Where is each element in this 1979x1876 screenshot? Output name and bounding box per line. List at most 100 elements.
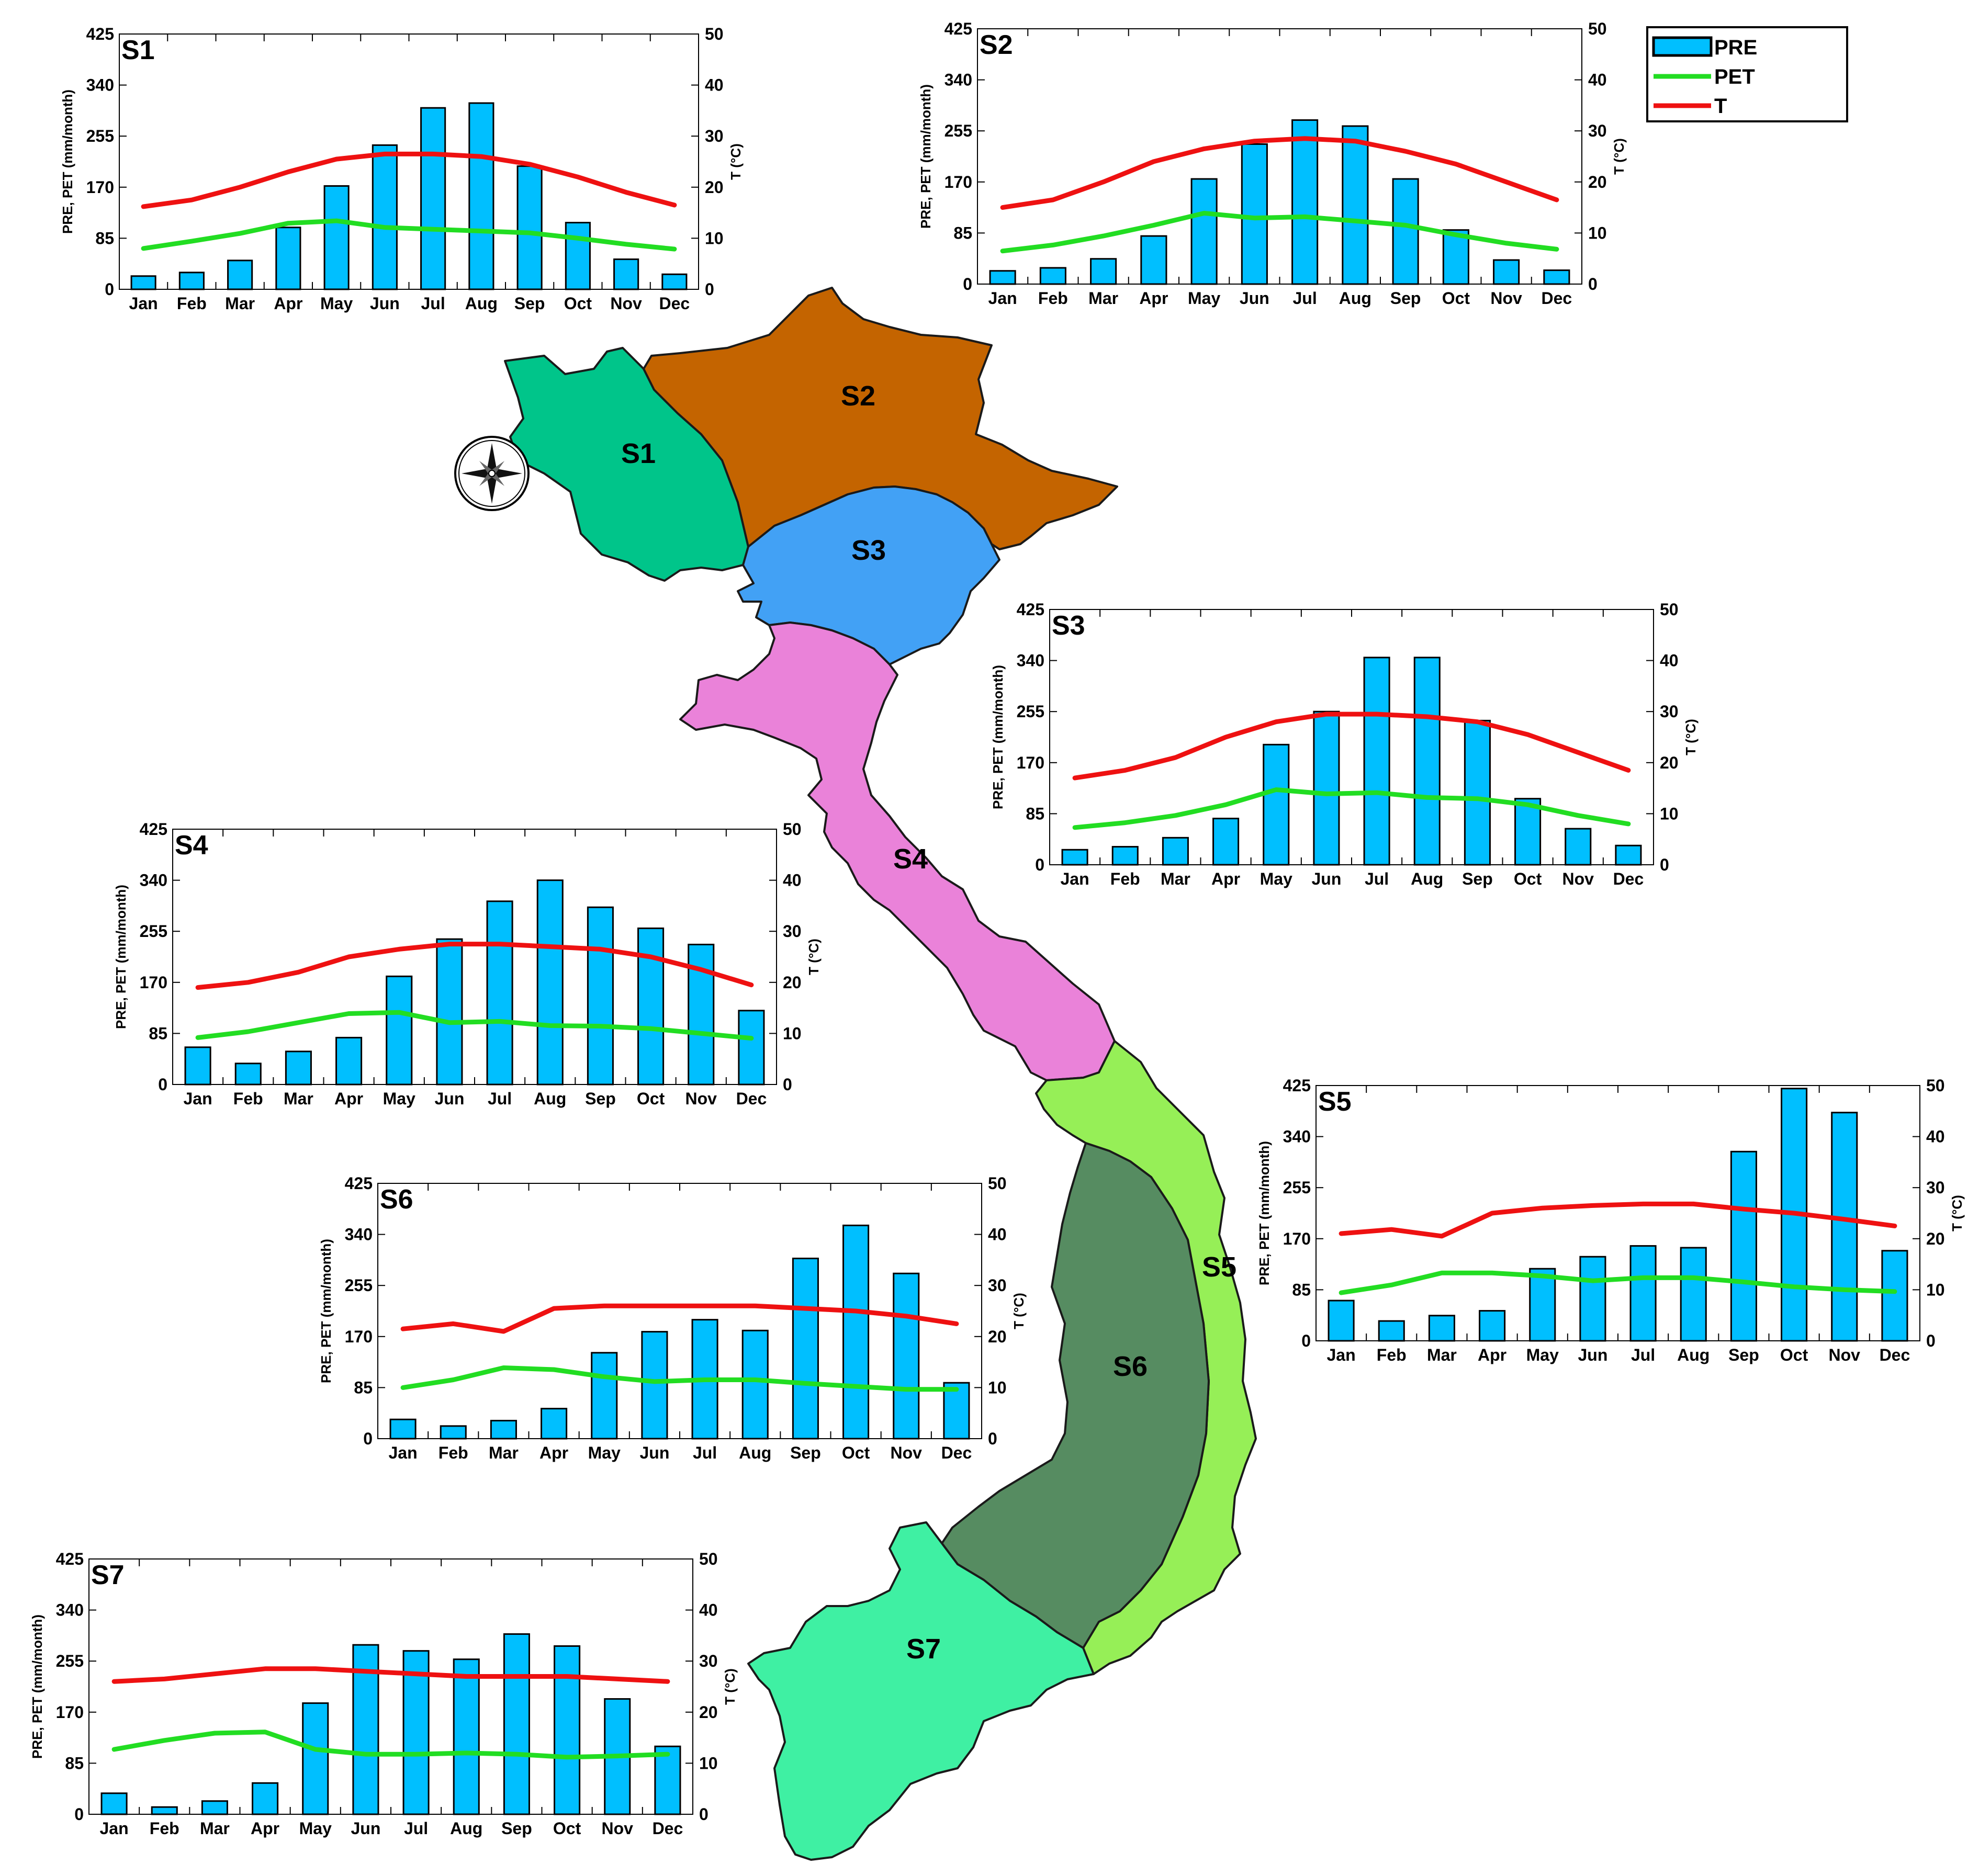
pre-bar	[1680, 1247, 1707, 1342]
month-label: Sep	[1462, 869, 1493, 888]
month-label: Mar	[489, 1443, 519, 1462]
pre-bar	[151, 1806, 178, 1815]
right-tick-label: 0	[1660, 855, 1669, 874]
month-label: Dec	[1542, 289, 1572, 308]
left-axis-title: PRE, PET (mm/month)	[29, 1614, 45, 1759]
pre-bar	[1342, 125, 1369, 285]
pre-bar	[1529, 1268, 1556, 1342]
month-label: May	[383, 1089, 415, 1108]
month-label: Apr	[1139, 289, 1168, 308]
pre-bar	[1328, 1299, 1355, 1342]
legend-swatch-pre	[1652, 36, 1713, 57]
month-label: Dec	[659, 294, 690, 313]
left-tick-label: 340	[140, 871, 167, 890]
left-tick-label: 170	[140, 973, 167, 992]
left-tick-label: 0	[105, 280, 114, 299]
left-tick-label: 85	[953, 223, 972, 242]
pre-bar	[1831, 1112, 1858, 1342]
month-label: Mar	[1088, 289, 1118, 308]
left-tick-label: 425	[56, 1550, 84, 1568]
pre-bar	[486, 900, 513, 1086]
region-label-s6: S6	[1113, 1351, 1148, 1382]
t-line	[1072, 711, 1631, 781]
left-tick-label: 255	[345, 1276, 373, 1295]
month-label: Oct	[1780, 1346, 1808, 1364]
left-tick-label: 340	[944, 71, 972, 89]
left-tick-label: 425	[1283, 1076, 1311, 1095]
right-tick-label: 20	[1660, 753, 1679, 772]
month-label: Sep	[1390, 289, 1421, 308]
right-tick-label: 30	[1660, 702, 1679, 721]
pre-bar	[453, 1658, 480, 1815]
right-tick-label: 0	[1588, 275, 1598, 293]
pre-bar	[1579, 1256, 1606, 1342]
month-label: Oct	[842, 1443, 870, 1462]
month-label: Mar	[200, 1819, 230, 1838]
left-axis-title: PRE, PET (mm/month)	[318, 1239, 334, 1383]
left-tick-label: 425	[345, 1174, 373, 1193]
pre-bar	[1392, 178, 1419, 285]
left-tick-label: 170	[1283, 1229, 1311, 1248]
month-label: Feb	[233, 1089, 263, 1108]
pet-line	[111, 1730, 670, 1760]
left-tick-label: 170	[56, 1703, 84, 1722]
left-tick-label: 170	[86, 178, 114, 197]
pre-bar	[738, 1010, 765, 1086]
pre-bar	[1730, 1150, 1757, 1342]
pre-bar	[178, 272, 205, 290]
month-label: Feb	[1110, 869, 1140, 888]
month-label: Sep	[514, 294, 545, 313]
pre-bar	[234, 1063, 262, 1086]
month-label: Jan	[184, 1089, 212, 1108]
pre-bar	[554, 1645, 581, 1815]
pre-bar	[1629, 1245, 1657, 1342]
right-tick-label: 0	[988, 1429, 997, 1448]
month-label: Oct	[1514, 869, 1542, 888]
month-label: Jan	[129, 294, 158, 313]
station-title: S6	[380, 1184, 413, 1215]
month-label: Nov	[1829, 1346, 1861, 1364]
month-label: Aug	[1411, 869, 1443, 888]
right-tick-label: 30	[705, 127, 724, 145]
right-tick-label: 20	[705, 178, 724, 197]
month-label: Oct	[1442, 289, 1470, 308]
legend-label-t: T	[1714, 95, 1727, 118]
right-tick-label: 10	[705, 229, 724, 247]
month-label: Feb	[1377, 1346, 1407, 1364]
pre-bar	[541, 1408, 568, 1440]
right-tick-label: 10	[1926, 1280, 1945, 1299]
pet-line	[1000, 211, 1559, 254]
month-label: Feb	[150, 1819, 179, 1838]
pre-bar	[654, 1745, 681, 1815]
month-label: Nov	[891, 1443, 923, 1462]
month-label: Feb	[1038, 289, 1068, 308]
month-label: Jan	[389, 1443, 418, 1462]
t-line	[400, 1303, 959, 1334]
month-label: Apr	[274, 294, 302, 313]
region-label-s5: S5	[1202, 1251, 1236, 1283]
pre-bar	[989, 270, 1016, 285]
pre-bar	[536, 879, 564, 1086]
month-label: Jan	[100, 1819, 129, 1838]
pre-bar	[436, 938, 463, 1086]
month-label: Aug	[450, 1819, 482, 1838]
right-tick-label: 50	[699, 1550, 718, 1568]
pre-bar	[302, 1702, 329, 1815]
chart-s2: 0 85 170 255 340 425 0 10 20 30 40 50 PRE, PET (mm/m…	[918, 19, 1627, 308]
right-axis-title: T (°C)	[806, 939, 822, 975]
pre-bar	[1615, 844, 1642, 866]
left-tick-label: 85	[354, 1378, 373, 1397]
right-tick-label: 30	[783, 922, 802, 941]
pre-bar	[389, 1418, 417, 1440]
pre-bar	[275, 227, 301, 290]
right-tick-label: 40	[705, 76, 724, 95]
pre-bar	[227, 259, 253, 290]
month-label: Dec	[941, 1443, 972, 1462]
compass-rose-icon	[454, 436, 530, 511]
station-title: S4	[175, 830, 208, 861]
month-label: Oct	[564, 294, 592, 313]
pre-bar	[402, 1650, 430, 1815]
right-tick-label: 50	[988, 1174, 1007, 1193]
left-tick-label: 0	[1035, 855, 1044, 874]
month-label: Jul	[693, 1443, 717, 1462]
